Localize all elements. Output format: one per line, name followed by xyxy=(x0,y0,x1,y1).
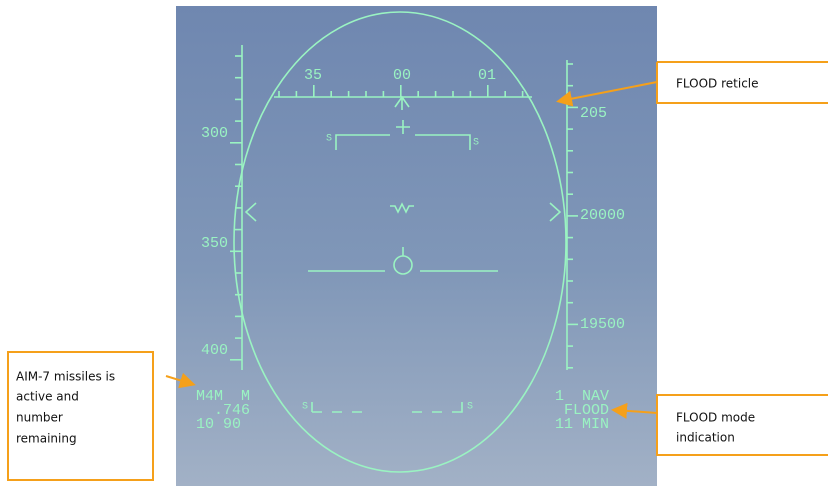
callout-text: FLOOD reticle xyxy=(676,77,759,91)
heading-label: 00 xyxy=(393,67,411,84)
airspeed-label: 350 xyxy=(201,235,228,252)
airspeed-label: 300 xyxy=(201,125,228,142)
pitch-mark: S xyxy=(467,402,473,413)
heading-label: 01 xyxy=(478,67,496,84)
callout-text: indication xyxy=(676,431,735,445)
pitch-mark: S xyxy=(302,402,308,413)
altitude-label: 19500 xyxy=(580,316,625,333)
callout-text: remaining xyxy=(16,432,77,446)
g-readout: 10 90 xyxy=(196,416,241,433)
altitude-label: 205 xyxy=(580,105,607,122)
altitude-label: 20000 xyxy=(580,207,625,224)
callout-text: AIM-7 missiles is xyxy=(16,370,115,384)
pitch-mark: S xyxy=(326,134,332,145)
time-readout: 11 MIN xyxy=(555,416,609,433)
callout-text: FLOOD mode xyxy=(676,411,755,425)
page: {"hud": { "heading_scale": ["35", "00", … xyxy=(0,0,828,488)
callout-box xyxy=(657,395,828,455)
callout-text: active and xyxy=(16,390,79,404)
heading-label: 35 xyxy=(304,67,322,84)
airspeed-label: 400 xyxy=(201,342,228,359)
screenshot: 35 00 01 300 350 400 205 20000 19500 S S… xyxy=(0,0,828,488)
pitch-mark: S xyxy=(473,138,479,149)
callout-text: number xyxy=(16,411,63,425)
